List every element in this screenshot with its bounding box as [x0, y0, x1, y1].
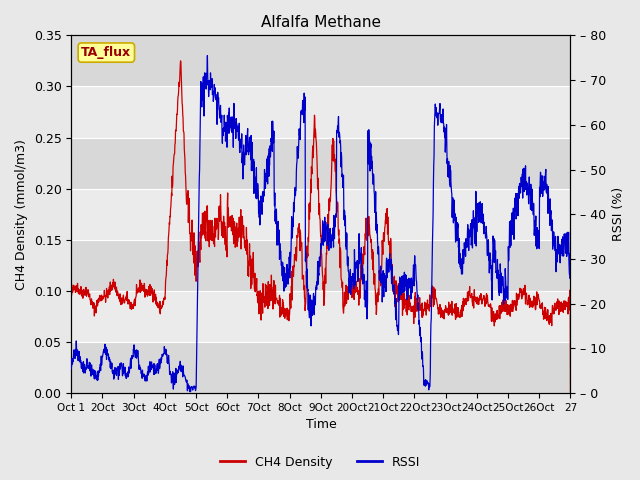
- Bar: [71, 36, 570, 86]
- Bar: [71, 240, 570, 291]
- X-axis label: Time: Time: [305, 419, 336, 432]
- Bar: [71, 291, 570, 342]
- Text: TA_flux: TA_flux: [81, 46, 131, 59]
- Bar: [71, 342, 570, 393]
- Bar: [71, 138, 570, 189]
- Title: Alfalfa Methane: Alfalfa Methane: [261, 15, 381, 30]
- Legend: CH4 Density, RSSI: CH4 Density, RSSI: [214, 451, 426, 474]
- Y-axis label: CH4 Density (mmol/m3): CH4 Density (mmol/m3): [15, 139, 28, 289]
- Bar: [71, 86, 570, 138]
- Bar: [71, 189, 570, 240]
- Y-axis label: RSSI (%): RSSI (%): [612, 187, 625, 241]
